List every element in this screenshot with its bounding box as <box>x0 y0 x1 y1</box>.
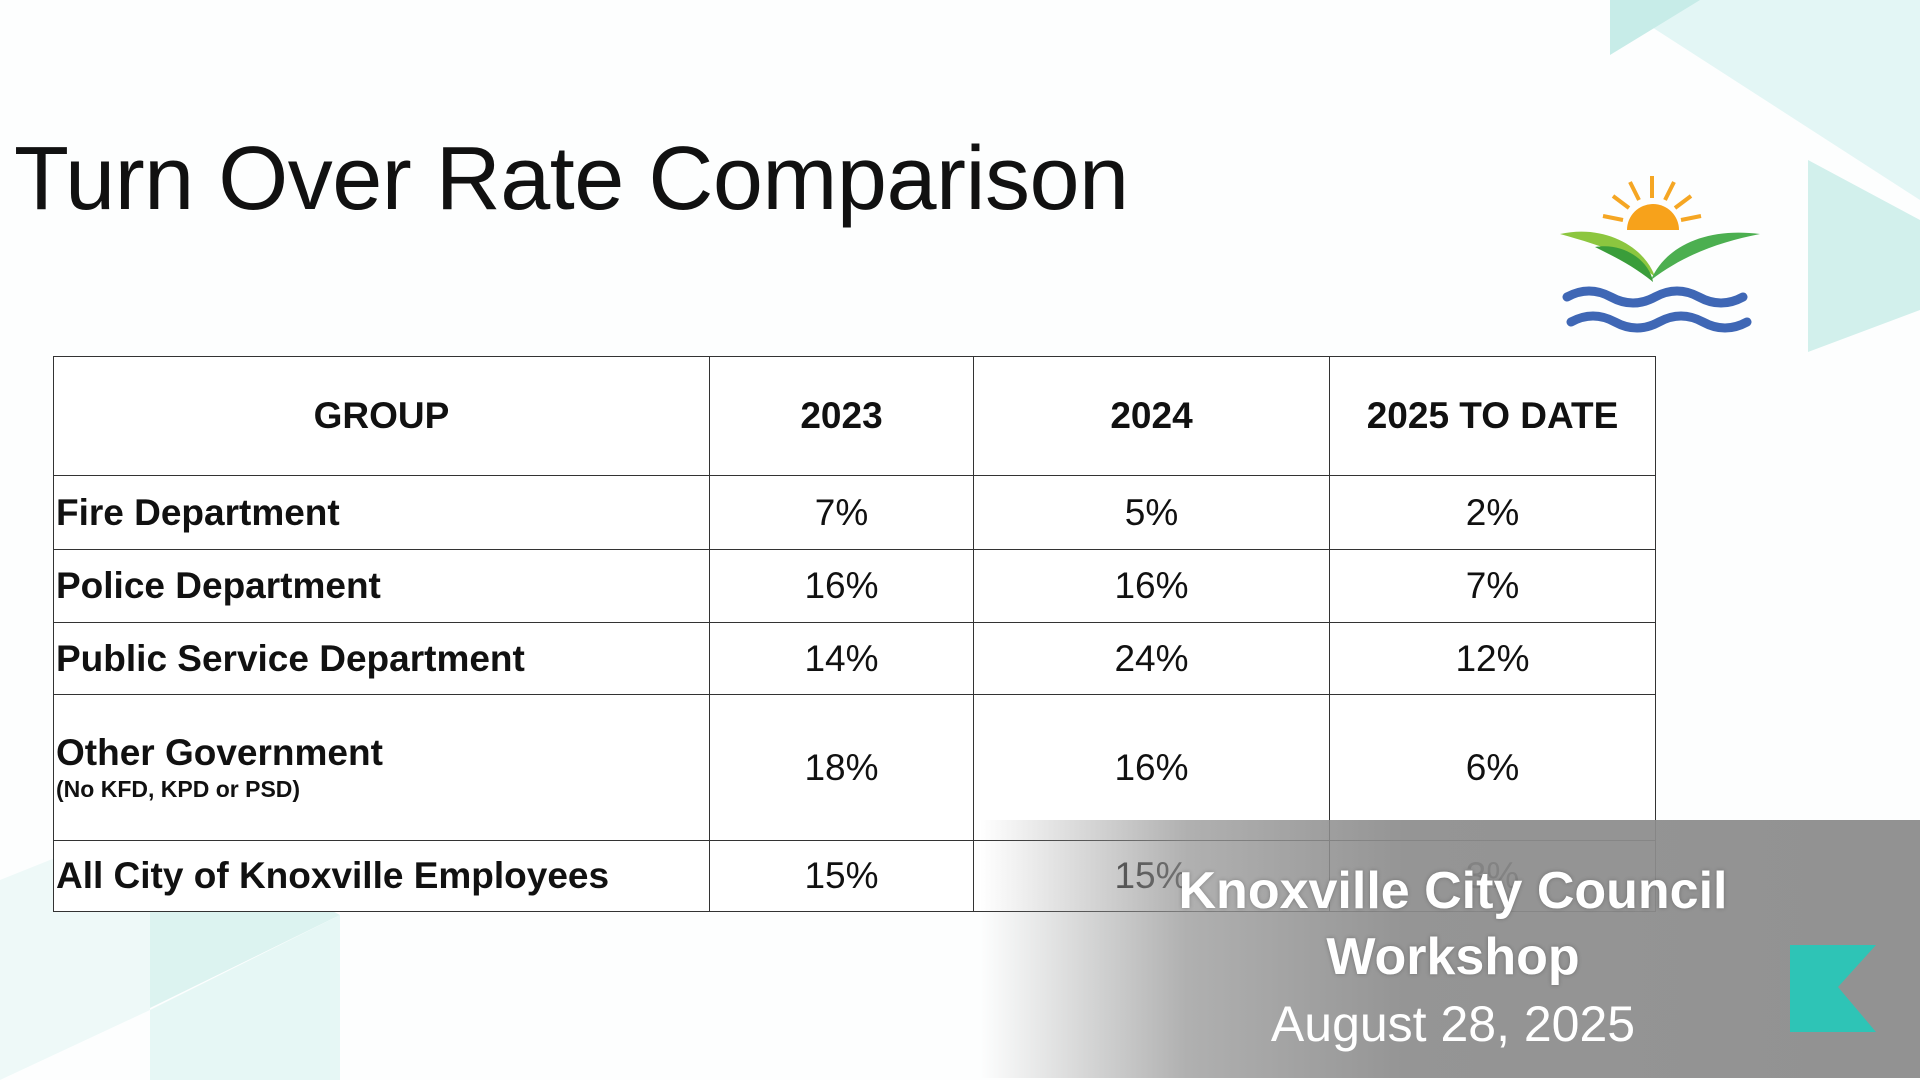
table-row: Police Department 16% 16% 7% <box>53 549 1656 623</box>
group-name: All City of Knoxville Employees <box>56 855 610 896</box>
rate-cell: 7% <box>1329 549 1656 623</box>
rate-cell: 5% <box>973 475 1330 550</box>
caption: Knoxville City Council Workshop August 2… <box>1100 858 1806 1056</box>
slide-title: Turn Over Rate Comparison <box>14 129 1129 229</box>
rate-cell: 16% <box>973 549 1330 623</box>
header-row: GROUP 2023 2024 2025 TO DATE <box>53 356 1656 476</box>
table-row: Fire Department 7% 5% 2% <box>53 475 1656 550</box>
header-cell: 2024 <box>973 356 1330 476</box>
rate-cell: 12% <box>1329 622 1656 695</box>
rate-cell: 16% <box>973 694 1330 841</box>
turnover-table: GROUP 2023 2024 2025 TO DATE Fire Depart… <box>53 356 1656 912</box>
leaf <box>1651 232 1760 280</box>
bg-shape <box>150 915 340 1080</box>
rate-cell: 7% <box>709 475 974 550</box>
sun-rays <box>1602 176 1702 222</box>
waves <box>1562 286 1752 333</box>
header-cell: 2023 <box>709 356 974 476</box>
group-cell: Fire Department <box>53 475 710 550</box>
table-body: Fire Department 7% 5% 2% Police Department 16… <box>53 475 1656 912</box>
bg-shape <box>1610 0 1700 55</box>
rate-cell: 2% <box>1329 475 1656 550</box>
rate-cell: 18% <box>709 694 974 841</box>
header-cell: 2025 TO DATE <box>1329 356 1656 476</box>
group-cell: Police Department <box>53 549 710 623</box>
caption-title: Workshop <box>1326 928 1580 986</box>
bg-shape <box>1808 160 1920 352</box>
rate-cell: 24% <box>973 622 1330 695</box>
caption-overlay <box>980 820 1920 1078</box>
table-row: Other Government (No KFD, KPD or PSD) 18% 1… <box>53 694 1656 841</box>
group-note: (No KFD, KPD or PSD) <box>56 776 301 802</box>
group-name: Other Government <box>56 732 383 773</box>
group-cell: All City of Knoxville Employees <box>53 840 710 912</box>
k-mark <box>1790 945 1876 1032</box>
caption-title: Knoxville City Council <box>1178 862 1728 920</box>
rate-cell: 16% <box>709 549 974 623</box>
header-cell: GROUP <box>53 356 710 476</box>
caption-date: August 28, 2025 <box>1270 996 1636 1052</box>
bg-shape <box>1610 0 1920 200</box>
leaf <box>1595 246 1653 282</box>
leaf <box>1560 231 1655 277</box>
rate-cell: 6% <box>1329 694 1656 841</box>
group-name: Public Service Department <box>56 637 525 679</box>
channel-logo <box>1790 945 1876 1032</box>
group-cell: Other Government (No KFD, KPD or PSD) <box>53 694 710 841</box>
group-name: Police Department <box>56 565 381 606</box>
rate-cell: 15% <box>709 840 974 912</box>
group-cell: Public Service Department <box>53 622 710 695</box>
city-logo <box>1560 176 1760 333</box>
table-row: Public Service Department 14% 24% 12% <box>53 622 1656 695</box>
sun <box>1627 204 1679 230</box>
rate-cell: 14% <box>709 622 974 695</box>
group-name: Fire Department <box>56 491 340 533</box>
